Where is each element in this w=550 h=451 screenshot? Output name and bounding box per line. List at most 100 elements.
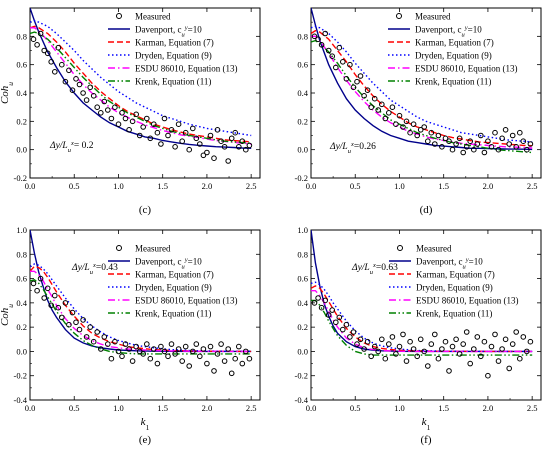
measured-point bbox=[368, 104, 375, 110]
measured-point bbox=[453, 336, 459, 343]
text-run: Measured bbox=[135, 12, 171, 22]
y-tick-label: 0.8 bbox=[16, 31, 27, 41]
measured-point bbox=[442, 338, 449, 345]
measured-point bbox=[105, 107, 111, 113]
measured-point bbox=[453, 141, 459, 147]
measured-point bbox=[474, 141, 481, 147]
text-run: Coh bbox=[0, 307, 11, 326]
measured-point bbox=[439, 346, 445, 352]
measured-point bbox=[90, 93, 97, 99]
y-tick-label: 0.4 bbox=[297, 298, 308, 308]
measured-point bbox=[69, 309, 76, 316]
legend-label: Karman, Equation (7) bbox=[415, 38, 494, 48]
measured-point bbox=[133, 111, 139, 118]
x-tick-label: 2.5 bbox=[246, 181, 257, 191]
legend-label: Measured bbox=[415, 12, 451, 22]
legend-label: ESDU 86010, Equation (13) bbox=[135, 296, 238, 306]
measured-point bbox=[172, 144, 178, 150]
text-script: x bbox=[372, 262, 376, 269]
measured-point bbox=[87, 84, 93, 91]
y-tick-label: 1.0 bbox=[16, 225, 27, 235]
text-run: k bbox=[422, 416, 428, 428]
measured-point bbox=[168, 341, 175, 347]
y-tick-label: -0.2 bbox=[14, 173, 27, 183]
measured-point bbox=[421, 348, 428, 355]
legend-label: Measured bbox=[135, 12, 171, 22]
measured-point bbox=[318, 42, 325, 48]
measured-point bbox=[136, 132, 143, 139]
measured-point bbox=[432, 141, 438, 147]
plot-area bbox=[311, 230, 534, 379]
measured-point bbox=[44, 50, 51, 57]
text-run: = 0.2 bbox=[74, 141, 94, 151]
measured-point bbox=[225, 158, 231, 164]
text-run: Coh bbox=[0, 85, 11, 104]
series-line-krenk bbox=[30, 279, 252, 355]
measured-point bbox=[211, 368, 217, 374]
series-line-karman bbox=[311, 29, 533, 147]
measured-point bbox=[147, 355, 154, 362]
legend-label: ESDU 86010, Equation (13) bbox=[416, 296, 519, 306]
measured-point bbox=[69, 87, 76, 93]
y-tick-label: 0.6 bbox=[297, 274, 308, 284]
measured-point bbox=[197, 141, 203, 147]
measured-point bbox=[428, 341, 435, 347]
text-script: u bbox=[6, 82, 15, 86]
measured-point bbox=[389, 334, 396, 340]
y-tick-label: 0.4 bbox=[16, 298, 27, 308]
measured-point bbox=[343, 76, 350, 82]
measured-point bbox=[315, 295, 321, 301]
measured-point bbox=[236, 343, 242, 350]
measured-point bbox=[228, 370, 235, 377]
measured-point bbox=[144, 341, 150, 347]
measured-point bbox=[66, 321, 72, 328]
measured-point bbox=[379, 101, 385, 108]
measured-point bbox=[119, 110, 125, 116]
text-script: u bbox=[68, 147, 72, 154]
measured-point bbox=[322, 297, 329, 304]
measured-point bbox=[467, 138, 474, 144]
y-tick-label: 0.2 bbox=[297, 322, 308, 332]
text-run: Krenk, Equation (11) bbox=[415, 77, 491, 87]
text-run: Karman, Equation (7) bbox=[416, 270, 495, 280]
measured-point bbox=[197, 353, 203, 360]
y-tick-label: 0.0 bbox=[16, 346, 27, 356]
measured-point bbox=[122, 341, 129, 347]
text-script: 1 bbox=[427, 423, 431, 432]
measured-point bbox=[144, 115, 150, 122]
measured-point bbox=[439, 144, 445, 150]
measured-point bbox=[506, 365, 513, 372]
measured-point bbox=[386, 341, 392, 347]
measured-point bbox=[133, 343, 139, 350]
chart-panel-c: 0.0 0.5 1.0 1.5 2.0 2.5-0.20.00.20.40.60.8Mea… bbox=[0, 7, 261, 216]
y-tick-label: -0.2 bbox=[295, 173, 308, 183]
measured-point bbox=[246, 355, 253, 362]
measured-point bbox=[94, 329, 100, 335]
measured-point bbox=[495, 146, 502, 153]
x-tick-label: 2.0 bbox=[483, 181, 494, 191]
measured-point bbox=[41, 47, 48, 54]
text-script: u bbox=[462, 263, 466, 270]
measured-point bbox=[396, 112, 403, 119]
measured-point bbox=[403, 118, 410, 125]
measured-point bbox=[527, 338, 534, 345]
measured-point bbox=[463, 329, 470, 335]
measured-point bbox=[474, 334, 481, 340]
series-line-esdu-86010 bbox=[311, 35, 533, 149]
legend-label: Davenport, cuy=10 bbox=[135, 256, 202, 270]
measured-point bbox=[52, 69, 58, 75]
measured-point bbox=[524, 348, 530, 355]
measured-point bbox=[59, 314, 65, 321]
measured-point bbox=[449, 146, 456, 153]
text-run: =10 bbox=[188, 257, 203, 267]
y-tick-label: 0.2 bbox=[297, 116, 308, 126]
measured-point bbox=[364, 87, 371, 93]
measured-point bbox=[108, 355, 115, 362]
x-tick-label: 2.5 bbox=[527, 181, 538, 191]
measured-point bbox=[175, 121, 182, 127]
x-tick-label: 0.0 bbox=[25, 181, 36, 191]
measured-point bbox=[340, 326, 346, 333]
series-line-davenport bbox=[311, 8, 533, 151]
measured-point bbox=[325, 47, 332, 54]
